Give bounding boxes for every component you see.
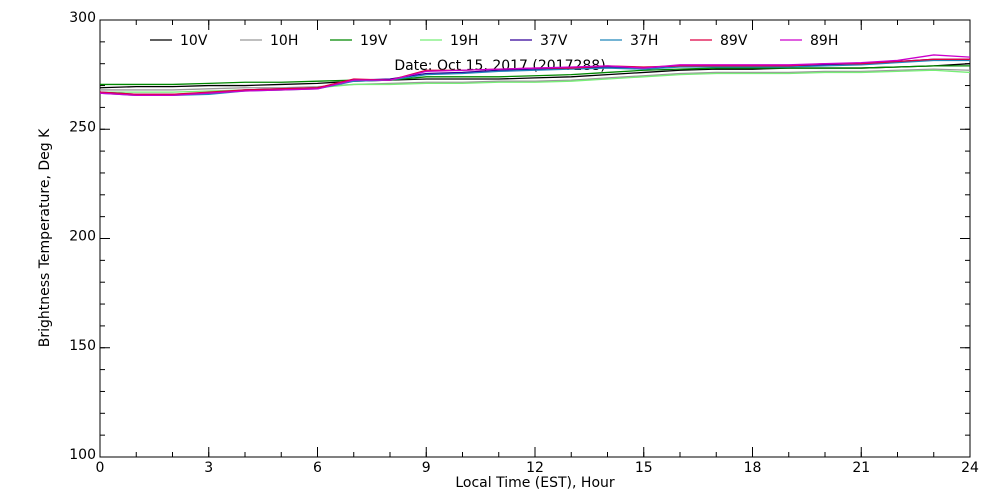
legend-label: 19V: [360, 33, 388, 49]
x-axis-label: Local Time (EST), Hour: [455, 475, 615, 491]
x-tick-label: 18: [744, 460, 762, 476]
legend-label: 10V: [180, 33, 208, 49]
y-tick-label: 100: [69, 447, 96, 463]
y-tick-label: 200: [69, 229, 96, 245]
y-axis-label: Brightness Temperature, Deg K: [37, 128, 53, 347]
x-tick-label: 24: [961, 460, 979, 476]
series-line: [100, 65, 970, 86]
x-tick-label: 6: [313, 460, 322, 476]
x-tick-label: 0: [96, 460, 105, 476]
x-tick-label: 15: [635, 460, 653, 476]
legend-label: 37V: [540, 33, 568, 49]
legend-label: 10H: [270, 33, 298, 49]
legend-label: 89H: [810, 33, 838, 49]
legend-label: 89V: [720, 33, 748, 49]
legend-label: 37H: [630, 33, 658, 49]
y-tick-label: 300: [69, 10, 96, 26]
series-line: [99, 54, 971, 97]
series-line: [100, 68, 971, 91]
x-tick-label: 12: [526, 460, 544, 476]
y-tick-label: 250: [69, 119, 96, 135]
legend-label: 19H: [450, 33, 478, 49]
x-tick-label: 9: [422, 460, 431, 476]
y-tick-label: 150: [69, 338, 96, 354]
x-tick-label: 3: [204, 460, 213, 476]
x-tick-label: 21: [852, 460, 870, 476]
